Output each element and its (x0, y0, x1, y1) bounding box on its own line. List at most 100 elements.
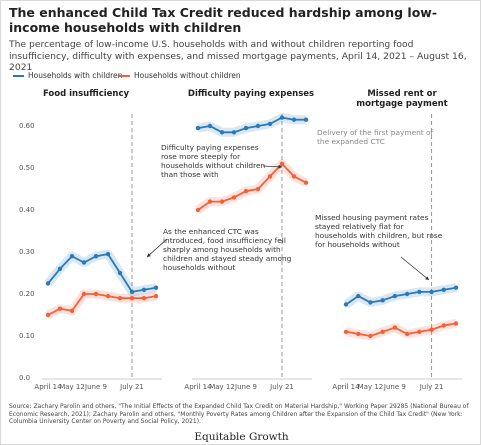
data-point (243, 188, 249, 194)
data-point (117, 296, 123, 301)
data-point (57, 266, 63, 271)
legend-swatch (119, 74, 130, 77)
data-point (255, 186, 261, 192)
y-tick-label: 0.30 (19, 248, 35, 256)
x-tick-label: May 12 (59, 383, 85, 391)
x-tick-label: June 9 (383, 383, 406, 391)
annotation: Difficulty paying expenses rose more ste… (161, 143, 266, 179)
data-point (45, 281, 51, 286)
x-tick-label: July 21 (419, 383, 444, 391)
x-tick-label: June 9 (234, 383, 257, 391)
title: The enhanced Child Tax Credit reduced ha… (9, 5, 438, 35)
y-tick-label: 0.50 (19, 164, 35, 172)
x-tick-label: July 21 (119, 383, 144, 391)
data-point (291, 174, 297, 179)
data-point (129, 296, 135, 301)
data-point (267, 121, 273, 127)
data-point (231, 195, 237, 200)
data-point (153, 293, 159, 299)
data-point (392, 293, 398, 299)
y-tick-label: 0.40 (19, 206, 35, 214)
data-point (219, 199, 225, 204)
data-point (141, 296, 147, 301)
data-point (404, 331, 410, 337)
data-point (279, 161, 285, 166)
x-tick-label: April 14 (184, 383, 212, 391)
data-point (343, 302, 349, 307)
brand: Equitable Growth (194, 431, 289, 443)
x-tick-label: June 9 (84, 383, 107, 391)
data-point (453, 321, 459, 326)
data-point (453, 285, 459, 290)
y-tick-label: 0.20 (19, 290, 35, 298)
data-point (93, 291, 99, 297)
data-point (69, 254, 75, 259)
annotation: Delivery of the first payment of the exp… (317, 128, 434, 146)
panel-title: Food insufficiency (42, 89, 130, 99)
data-point (417, 289, 422, 295)
data-point (343, 329, 349, 334)
data-point (117, 270, 123, 276)
data-point (195, 207, 201, 213)
data-point (417, 329, 422, 334)
data-point (429, 327, 434, 332)
legend-label: Households with children (28, 71, 123, 80)
data-point (57, 306, 63, 311)
legend-label: Households without children (134, 71, 241, 80)
x-tick-label: May 12 (358, 383, 384, 391)
series-line (345, 286, 457, 306)
data-point (255, 123, 261, 129)
source: Source: Zachary Parolin and others, "The… (9, 403, 469, 425)
data-point (267, 174, 273, 179)
series-line (345, 322, 457, 337)
data-point (291, 117, 297, 122)
data-point (441, 287, 446, 292)
series-band (45, 289, 157, 319)
arrow-head (425, 276, 429, 280)
data-point (303, 117, 309, 122)
data-point (219, 130, 225, 135)
data-point (356, 331, 361, 337)
annotation: Missed housing payment rates stayed rela… (315, 213, 443, 249)
annotation-arrow (146, 238, 168, 258)
data-point (207, 199, 213, 204)
data-point (404, 291, 410, 297)
data-point (231, 130, 237, 135)
series-band (44, 249, 157, 297)
panel-title: Missed rent or mortgage payment (356, 89, 448, 109)
data-point (380, 329, 385, 334)
y-tick-label: 0.10 (19, 332, 35, 340)
data-point (207, 123, 213, 129)
series-line (197, 162, 307, 211)
data-point (380, 298, 385, 303)
data-point (105, 251, 111, 257)
arrow-head (147, 253, 151, 257)
data-point (368, 333, 373, 339)
data-point (69, 308, 75, 313)
y-tick-label: 0.0 (19, 374, 30, 382)
arrow-head (278, 164, 282, 169)
legend-item: Households with children (13, 71, 122, 80)
y-tick-label: 0.60 (19, 122, 35, 130)
x-tick-label: April 14 (332, 383, 360, 391)
data-point (81, 260, 87, 265)
data-point (243, 125, 249, 131)
data-point (429, 289, 434, 295)
panel-title: Difficulty paying expenses (187, 89, 315, 99)
data-point (105, 293, 111, 299)
data-point (392, 325, 398, 330)
data-point (141, 287, 147, 292)
data-point (129, 289, 135, 295)
data-point (195, 125, 201, 131)
x-tick-label: May 12 (209, 383, 235, 391)
data-point (303, 180, 309, 185)
data-point (93, 254, 99, 259)
legend-item: Households without children (119, 71, 241, 80)
data-point (45, 312, 51, 318)
x-tick-label: July 21 (269, 383, 294, 391)
series-line (47, 293, 157, 316)
series-line (197, 116, 306, 134)
annotation: As the enhanced CTC was introduced, food… (163, 227, 292, 272)
